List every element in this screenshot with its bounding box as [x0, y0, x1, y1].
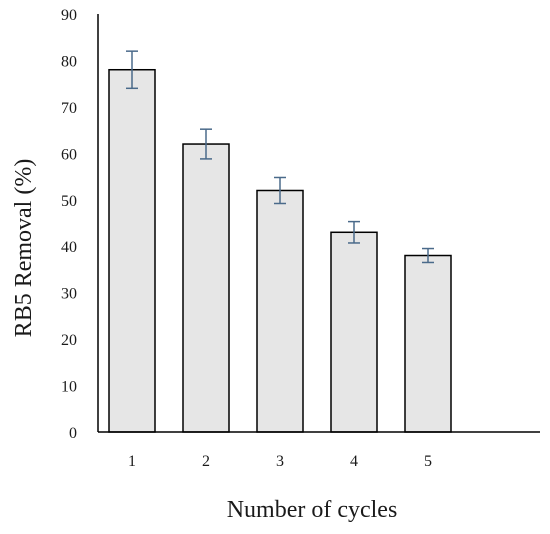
bars	[108, 68, 452, 433]
x-axis-ticks: 1 2 3 4 5	[128, 453, 432, 470]
error-bars	[126, 50, 434, 264]
bar-cycle-1	[108, 68, 156, 433]
y-tick-label: 90	[61, 7, 77, 24]
y-tick-label: 80	[61, 53, 77, 70]
x-axis-title: Number of cycles	[227, 497, 398, 523]
bar-cycle-2	[182, 143, 230, 433]
y-tick-label: 20	[61, 332, 77, 349]
x-tick-label: 4	[350, 453, 358, 470]
y-axis-title: RB5 Removal (%)	[11, 159, 37, 338]
y-tick-label: 60	[61, 146, 77, 163]
y-tick-label: 10	[61, 379, 77, 396]
y-tick-label: 70	[61, 100, 77, 117]
y-tick-label: 30	[61, 286, 77, 303]
x-tick-label: 2	[202, 453, 210, 470]
y-axis-ticks: 0 10 20 30 40 50 60 70 80 90	[61, 7, 77, 442]
y-tick-label: 40	[61, 239, 77, 256]
error-bar-cycle-2	[200, 128, 212, 160]
y-tick-label: 50	[61, 193, 77, 210]
error-bar-cycle-1	[126, 50, 138, 90]
error-bar-cycle-4	[348, 220, 360, 244]
y-tick-label: 0	[69, 425, 77, 442]
x-tick-label: 5	[424, 453, 432, 470]
bar-cycle-3	[256, 189, 304, 433]
error-bar-cycle-3	[274, 176, 286, 205]
x-tick-label: 3	[276, 453, 284, 470]
x-tick-label: 1	[128, 453, 136, 470]
error-bar-cycle-5	[422, 247, 434, 264]
bar-cycle-4	[330, 231, 378, 433]
bar-cycle-5	[404, 254, 452, 433]
